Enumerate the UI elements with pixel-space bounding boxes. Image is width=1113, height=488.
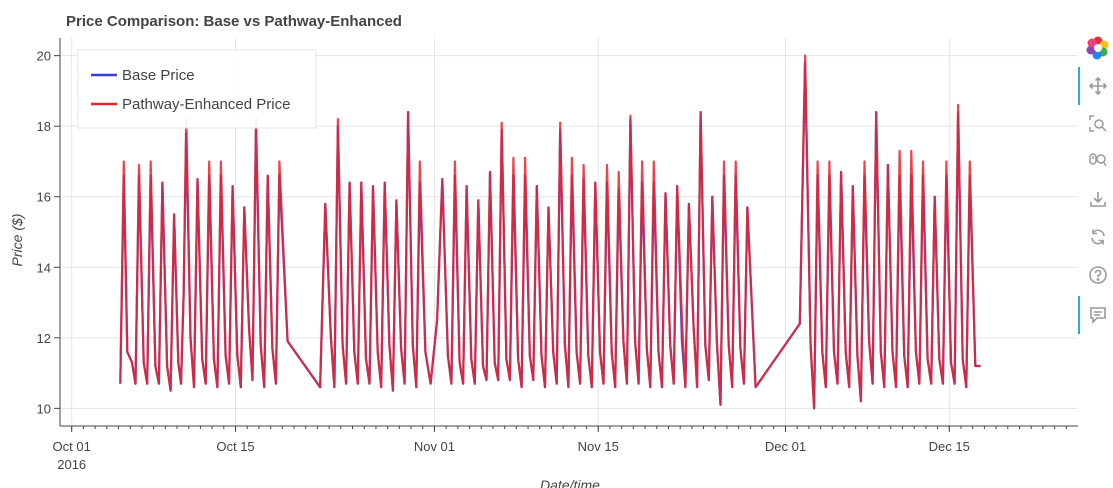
x-tick-label: Nov 01 [414, 439, 455, 454]
legend-label-pathway-enhanced-price: Pathway-Enhanced Price [122, 96, 290, 113]
x-tick-label: Nov 15 [578, 439, 619, 454]
y-axis-label: Price ($) [9, 214, 25, 267]
x-axis-label: Date/time [540, 477, 600, 488]
legend-box [77, 49, 317, 129]
bokeh-logo-icon [1086, 36, 1110, 60]
x-tick-label: Oct 01 [53, 439, 91, 454]
reset-icon[interactable] [1086, 225, 1110, 249]
box-zoom-icon[interactable] [1086, 112, 1110, 136]
y-tick-label: 20 [37, 49, 51, 64]
series-lines [119, 54, 981, 410]
y-tick-label: 16 [37, 190, 51, 205]
y-tick-label: 18 [37, 119, 51, 134]
wheel-zoom-icon[interactable] [1086, 149, 1110, 173]
x-tick-label: Dec 15 [929, 439, 970, 454]
y-tick-label: 12 [37, 331, 51, 346]
pan-active-indicator [1078, 67, 1080, 105]
save-icon[interactable] [1086, 187, 1110, 211]
y-tick-label: 14 [37, 260, 51, 275]
hover-icon[interactable] [1086, 303, 1110, 327]
y-tick-label: 10 [37, 401, 51, 416]
x-tick-label: Dec 01 [765, 439, 806, 454]
chart-title: Price Comparison: Base vs Pathway-Enhanc… [66, 13, 402, 30]
legend: Base Price Pathway-Enhanced Price [77, 49, 317, 129]
legend-label-base-price: Base Price [122, 67, 195, 84]
pathway-enhanced-price-line [119, 54, 981, 410]
hover-active-indicator [1078, 296, 1080, 334]
help-icon[interactable] [1086, 263, 1110, 287]
pan-icon[interactable] [1086, 74, 1110, 98]
x-tick-label: Oct 15 [216, 439, 254, 454]
axes: 10 12 14 16 18 20 Oct 01 2016 Oct 15 Nov 01 Nov 15… [37, 38, 1078, 472]
x-tick-sublabel: 2016 [57, 457, 86, 472]
